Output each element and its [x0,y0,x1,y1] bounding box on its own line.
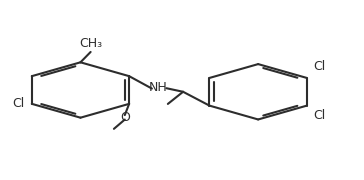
Text: O: O [120,111,130,124]
Text: Cl: Cl [313,109,326,122]
Text: NH: NH [149,81,168,94]
Text: CH₃: CH₃ [79,37,102,50]
Text: Cl: Cl [12,97,24,110]
Text: Cl: Cl [313,60,326,73]
